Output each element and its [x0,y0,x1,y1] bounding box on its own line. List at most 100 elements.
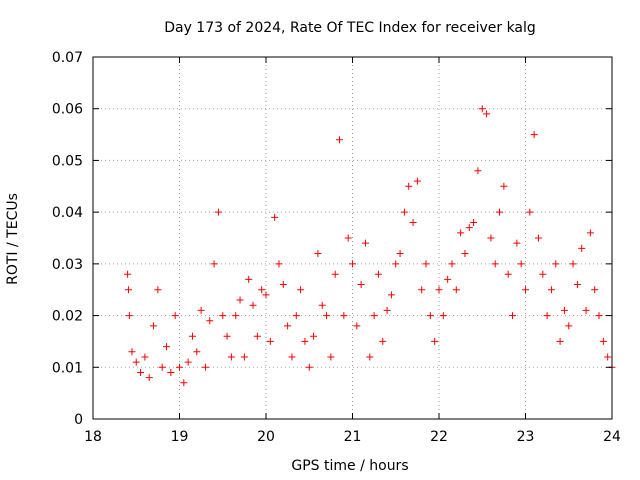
data-point [137,368,145,376]
data-point [180,379,188,387]
data-point [176,363,183,371]
data-point [483,110,491,118]
data-point [573,281,581,289]
data-point [253,332,261,340]
data-point [582,306,590,314]
data-point [496,208,504,216]
data-point [292,312,300,320]
y-tick-label: 0 [74,412,83,428]
data-point [227,353,235,361]
data-point [374,270,382,278]
data-point [431,337,439,345]
data-point [379,337,387,345]
data-point [513,239,521,247]
data-point [262,291,270,299]
data-point [197,306,205,314]
data-point [383,306,391,314]
data-point [465,224,473,232]
chart-title: Day 173 of 2024, Rate Of TEC Index for r… [164,20,536,36]
data-point [487,234,495,242]
x-tick-label: 20 [257,429,275,445]
data-point [418,286,426,294]
data-point [141,353,149,361]
x-tick-label: 21 [344,429,362,445]
data-point [240,353,248,361]
data-point [526,208,534,216]
data-point [586,229,594,237]
data-point [500,182,508,190]
data-point [366,353,374,361]
data-point [167,368,175,376]
data-point [331,270,339,278]
axis-ticks [92,56,613,420]
data-point [258,286,266,294]
data-point [201,363,209,371]
data-point [560,306,568,314]
y-tick-label: 0.04 [52,205,83,221]
data-point [275,260,283,268]
y-tick-label: 0.05 [52,153,83,169]
data-point [323,312,331,320]
y-tick-label: 0.02 [52,309,83,325]
data-point [150,322,158,330]
data-point [509,312,517,320]
data-point [245,275,253,283]
data-point [569,260,577,268]
data-point [232,312,240,320]
data-point [552,260,560,268]
data-point [193,348,201,356]
tick-labels: 18 19 20 21 22 23 24 0 0.01 0.02 0.03 0.04 0.05 0.06 0… [52,50,621,445]
data-point [448,260,456,268]
data-point [271,213,279,221]
data-point [124,270,132,278]
data-point [405,182,413,190]
data-point [279,281,287,289]
data-point [491,260,499,268]
data-point [599,337,607,345]
data-point [171,312,179,320]
data-point [435,286,443,294]
data-point [578,244,586,252]
data-point [478,105,486,113]
data-point [517,260,525,268]
data-point [439,312,447,320]
data-point [154,286,162,294]
data-point [444,275,452,283]
data-point [124,286,132,294]
data-point [547,286,555,294]
y-tick-label: 0.06 [52,102,83,118]
data-point [214,208,222,216]
data-point [591,286,599,294]
data-point [301,337,309,345]
data-points [124,105,616,387]
data-point [409,218,417,226]
data-point [422,260,430,268]
data-point [236,296,244,304]
data-point [349,260,356,268]
data-point [297,286,305,294]
data-point [426,312,434,320]
data-point [219,312,227,320]
data-point [400,208,408,216]
data-point [128,348,136,356]
data-point [344,234,352,242]
grid-lines [93,57,612,419]
data-point [474,167,482,175]
data-point [361,239,369,247]
data-point [534,234,542,242]
data-point [370,312,378,320]
x-axis-label: GPS time / hours [291,458,408,474]
data-point [595,312,603,320]
data-point [305,363,313,371]
data-point [184,358,192,366]
data-point [284,322,292,330]
x-tick-label: 19 [171,429,189,445]
data-point [556,337,564,345]
data-point [457,229,465,237]
x-tick-label: 22 [430,429,448,445]
data-point [132,358,140,366]
data-point [452,286,460,294]
y-axis-label: ROTI / TECUs [5,193,21,285]
x-tick-label: 18 [84,429,102,445]
